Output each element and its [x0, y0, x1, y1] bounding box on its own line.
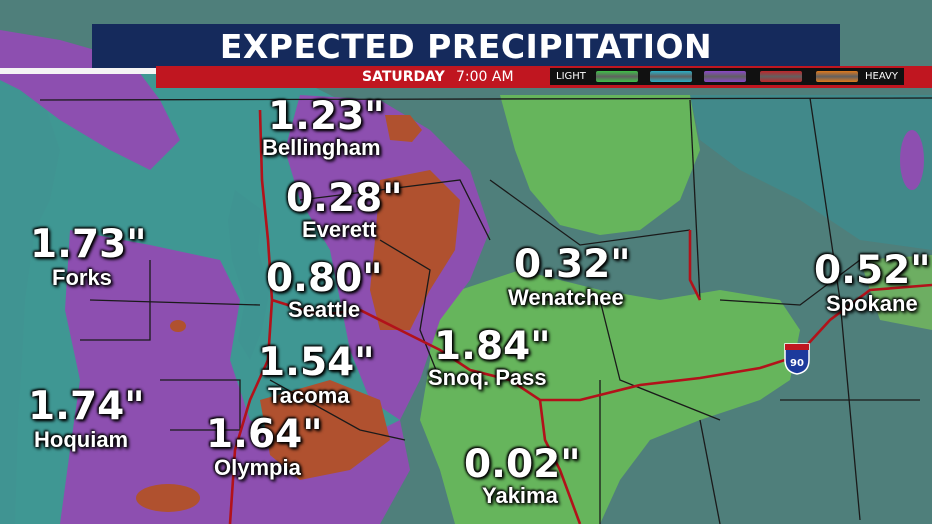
- highways: [228, 109, 932, 524]
- city-yakima: Yakima: [482, 483, 558, 508]
- precip-heavy-spot-forks: [170, 320, 186, 332]
- amount-bellingham: 1.23": [268, 94, 385, 139]
- city-wenatchee: Wenatchee: [508, 285, 624, 310]
- amount-yakima: 0.02": [464, 442, 581, 487]
- interstate-90-shield: 90: [784, 343, 810, 375]
- amount-spokane: 0.52": [814, 248, 931, 293]
- city-tacoma: Tacoma: [268, 383, 350, 408]
- legend-swatch-purple: [704, 71, 746, 82]
- city-forks: Forks: [52, 265, 112, 290]
- city-olympia: Olympia: [214, 455, 301, 480]
- legend-swatch-green: [596, 71, 638, 82]
- legend-heavy-label: HEAVY: [865, 71, 898, 82]
- precip-green-zone-north: [500, 95, 700, 235]
- amount-wenatchee: 0.32": [514, 242, 631, 287]
- page-title: EXPECTED PRECIPITATION: [219, 26, 713, 66]
- forecast-time: 7:00 AM: [456, 69, 514, 85]
- amount-forks: 1.73": [30, 222, 147, 267]
- precip-green-zone-east: [860, 255, 932, 330]
- city-spokane: Spokane: [826, 291, 918, 316]
- header-accent-strip: [0, 68, 160, 74]
- city-bellingham: Bellingham: [262, 135, 381, 160]
- amount-hoquiam: 1.74": [28, 384, 145, 429]
- precip-heavy-zone-olympia: [260, 380, 390, 480]
- amount-tacoma: 1.54": [258, 340, 375, 385]
- legend-swatch-red: [760, 71, 802, 82]
- i90-label: 90: [790, 358, 804, 369]
- precip-heavy-spot-sw: [136, 484, 200, 512]
- amount-seattle: 0.80": [266, 256, 383, 301]
- amount-olympia: 1.64": [206, 412, 323, 457]
- amount-everett: 0.28": [286, 176, 403, 221]
- precip-heavy-zone-bellingham: [385, 115, 422, 142]
- title-banner: EXPECTED PRECIPITATION: [92, 24, 840, 68]
- precip-heavy-zone-cascades: [370, 170, 460, 330]
- city-hoquiam: Hoquiam: [34, 427, 129, 452]
- forecast-day: SATURDAY: [362, 69, 445, 85]
- legend-swatch-teal: [650, 71, 692, 82]
- precip-teal-zone-east: [690, 95, 932, 250]
- city-seattle: Seattle: [288, 297, 361, 322]
- city-snoqualmie-pass: Snoq. Pass: [428, 365, 547, 390]
- amount-snoqualmie-pass: 1.84": [434, 324, 551, 369]
- precip-purple-spot: [900, 130, 924, 190]
- legend-light-label: LIGHT: [556, 71, 586, 82]
- precip-green-zone-central: [420, 270, 800, 524]
- city-everett: Everett: [302, 217, 377, 242]
- county-boundaries: [39, 97, 932, 524]
- legend-swatch-orange: [816, 71, 858, 82]
